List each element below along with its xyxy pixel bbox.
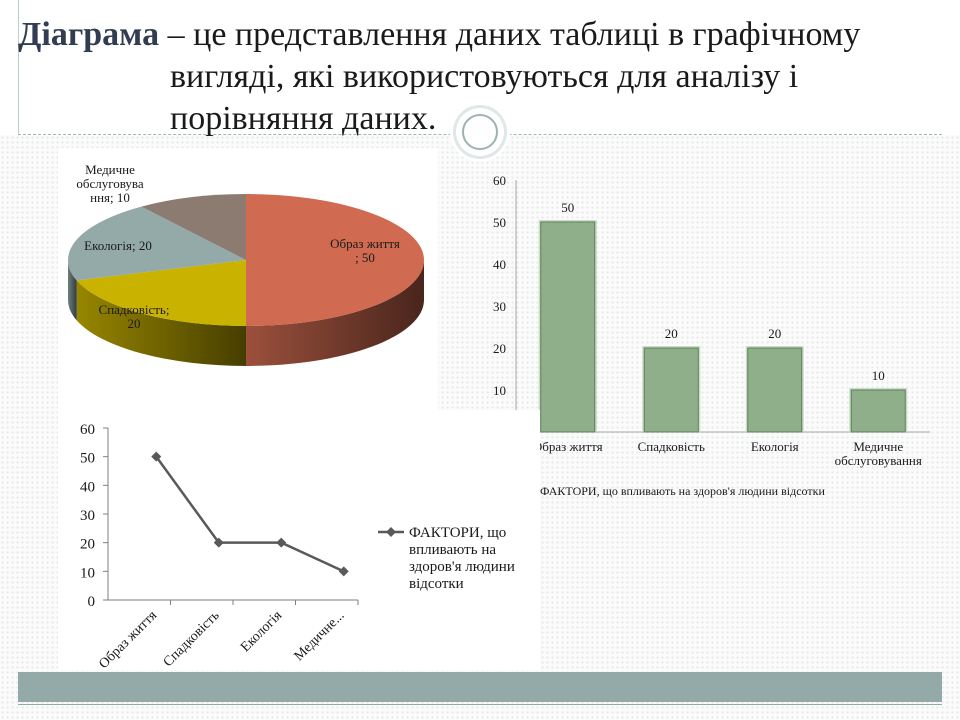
line-legend-label: відсотки — [409, 576, 464, 592]
bar-y-tick-label: 60 — [493, 173, 506, 188]
pie-data-label: Образ життя; 50 — [330, 236, 400, 265]
pie-slice-side — [76, 280, 246, 366]
pie-data-label: Екологія; 20 — [84, 238, 152, 253]
pie-slice — [246, 194, 424, 326]
title-line-2: вигляді, які використовуються для аналіз… — [170, 58, 799, 95]
bar-x-tick-label: Образ життя — [533, 439, 603, 454]
bar-y-tick-label: 50 — [493, 215, 506, 230]
bar — [643, 347, 699, 433]
pie-slice — [141, 194, 246, 260]
bar-x-tick-label: Медичне — [853, 439, 903, 454]
pie-slice — [76, 260, 246, 326]
pie-data-label-line: Медичне — [85, 162, 135, 177]
bar — [850, 389, 906, 433]
pie-data-label-line: обслуговува — [76, 176, 144, 191]
pie-data-label-line: ; 50 — [355, 250, 375, 265]
line-legend-marker — [386, 527, 396, 537]
bar-data-label: 20 — [768, 326, 781, 341]
line-legend-label: здоров'я людини — [409, 559, 515, 575]
bar-y-tick-label: 30 — [493, 299, 506, 314]
line-point-marker — [276, 537, 287, 548]
bar-data-label: 20 — [665, 326, 678, 341]
footer-bar — [18, 672, 942, 702]
line-point-marker — [151, 451, 162, 462]
line-chart: 0 10 20 30 40 50 60 Образ життя Спадковість Еколо… — [80, 422, 515, 672]
line-series — [155, 455, 345, 573]
pie-chart: Образ життя; 50 Спадковість;20 Екологія; 2… — [67, 162, 424, 366]
pie-data-label-line: ння; 10 — [90, 190, 130, 205]
header-border — [18, 0, 19, 135]
slide-title: Діаграма – це представлення даних таблиц… — [18, 14, 938, 140]
bar-y-tick-label: 20 — [493, 341, 506, 356]
line-y-tick-label: 10 — [80, 565, 95, 581]
pie-slice-side — [246, 260, 424, 366]
bar-x-tick-label: Екологія — [751, 439, 799, 454]
footer-line — [18, 704, 942, 705]
bar-x-tick-label: Спадковість — [638, 439, 705, 454]
bar-y-tick-label: 40 — [493, 257, 506, 272]
bar — [747, 347, 803, 433]
line-legend-label: впливають на — [409, 542, 496, 558]
bar — [540, 221, 596, 433]
line-x-tick-label: Спадковість — [161, 608, 223, 670]
line-chart-panel: 0 10 20 30 40 50 60 Образ життя Спадковість Еколо… — [58, 410, 540, 672]
bar-y-tick-label: 10 — [493, 383, 506, 398]
pie-slice-side — [68, 260, 77, 321]
pie-data-label-line: 20 — [128, 316, 141, 331]
title-line-3: порівняння даних. — [170, 100, 437, 137]
pie-data-label-line: Екологія; 20 — [84, 238, 152, 253]
bar-legend-label: ФАКТОРИ, що впливають на здоров'я людини… — [540, 484, 825, 498]
decorative-circle-icon — [456, 108, 504, 156]
line-y-tick-label: 40 — [80, 479, 95, 495]
bar-x-tick-label: обслуговування — [835, 453, 922, 468]
line-x-tick-label: Образ життя — [96, 608, 160, 670]
line-point-marker — [338, 566, 349, 577]
pie-slice — [67, 206, 246, 281]
pie-data-label-line: Спадковість; — [99, 302, 170, 317]
line-point-marker — [213, 537, 224, 548]
line-y-tick-label: 20 — [80, 537, 95, 553]
line-y-tick-label: 60 — [80, 422, 95, 438]
line-x-tick-label: Медичне... — [292, 608, 348, 664]
bar-data-label: 10 — [872, 368, 885, 383]
pie-chart-panel: Образ життя; 50 Спадковість; 20 Екологія; 2… — [58, 148, 438, 410]
line-y-tick-label: 0 — [88, 594, 96, 610]
line-x-tick-label: Екологія — [238, 608, 285, 655]
pie-data-label: Спадковість;20 — [99, 302, 170, 331]
line-legend-label: ФАКТОРИ, що — [409, 525, 506, 541]
bar-data-label: 50 — [561, 200, 574, 215]
title-line-1: – це представлення даних таблиці в графі… — [159, 16, 861, 53]
line-y-tick-label: 30 — [80, 508, 95, 524]
pie-data-label-line: Образ життя — [330, 236, 400, 251]
title-lead-word: Діаграма — [18, 16, 160, 53]
line-y-tick-label: 50 — [80, 451, 95, 467]
